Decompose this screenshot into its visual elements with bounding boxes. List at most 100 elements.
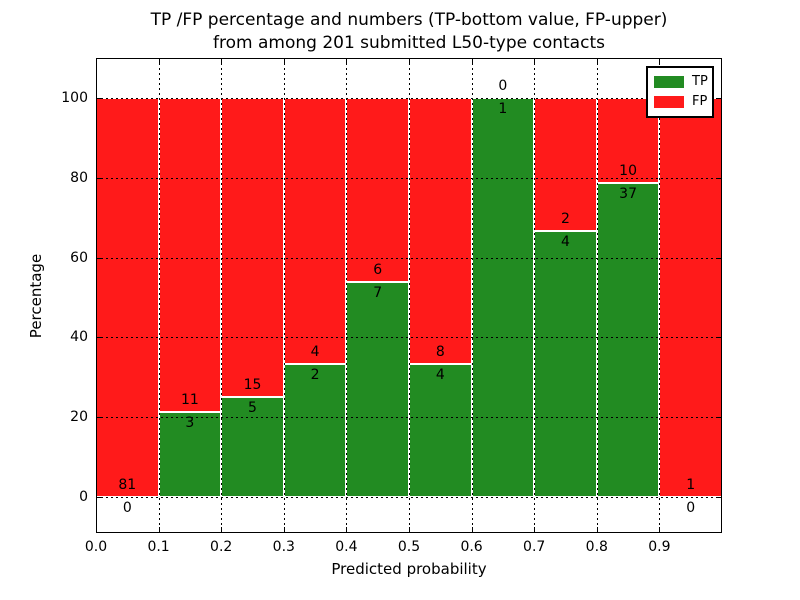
- x-gridline: [409, 58, 410, 533]
- x-tick-mark: [283, 527, 285, 533]
- legend-label-tp: TP: [692, 74, 708, 89]
- fp-count-label: 11: [180, 391, 199, 408]
- chart-title-line1: TP /FP percentage and numbers (TP-bottom…: [150, 10, 668, 30]
- tp-bar-segment: [346, 282, 409, 498]
- fp-count-label: 81: [118, 477, 137, 494]
- legend-entry-fp: FP: [654, 92, 708, 112]
- tp-count-label: 37: [619, 185, 637, 202]
- x-axis-label: Predicted probability: [331, 560, 487, 578]
- x-tick-mark: [158, 527, 160, 533]
- fp-count-label: 1: [686, 477, 696, 494]
- tp-bar-segment: [409, 364, 472, 498]
- x-tick-mark: [596, 527, 598, 533]
- y-tick-label: 100: [61, 89, 88, 106]
- tp-count-label: 4: [435, 367, 445, 384]
- fp-bar-segment: [346, 97, 409, 283]
- fp-bar-segment: [659, 97, 722, 498]
- fp-count-label: 15: [243, 377, 262, 394]
- y-tick-mark: [716, 177, 722, 179]
- x-tick-mark: [96, 527, 97, 533]
- y-tick-label: 40: [70, 329, 88, 346]
- x-tick-label: 0.4: [335, 539, 358, 555]
- y-tick-mark: [96, 337, 102, 339]
- x-tick-mark: [471, 527, 473, 533]
- fp-bar-segment: [221, 97, 284, 398]
- fp-count-label: 8: [435, 344, 445, 361]
- fp-bar-segment: [283, 97, 347, 364]
- fp-count-label: 10: [619, 162, 637, 179]
- legend-swatch-tp: [654, 76, 684, 88]
- tp-count-label: 0: [686, 500, 696, 517]
- x-tick-mark: [221, 527, 223, 533]
- tp-bar-segment: [283, 364, 347, 498]
- tp-count-label: 7: [373, 285, 383, 302]
- fp-count-label: 4: [310, 344, 320, 361]
- chart-title-line2: from among 201 submitted L50-type contac…: [213, 33, 605, 53]
- tp-count-label: 5: [248, 400, 257, 417]
- x-tick-mark: [96, 58, 97, 64]
- tp-count-label: 0: [122, 500, 132, 517]
- legend: TP FP: [646, 66, 714, 118]
- y-tick-mark: [96, 97, 102, 99]
- x-tick-label: 0.8: [585, 539, 608, 555]
- y-tick-mark: [96, 417, 102, 419]
- x-gridline: [221, 58, 223, 533]
- fp-count-label: 6: [373, 262, 383, 279]
- y-tick-label: 0: [79, 489, 88, 506]
- fp-bar-segment: [409, 97, 472, 364]
- y-tick-mark: [96, 257, 102, 259]
- x-tick-mark: [409, 527, 410, 533]
- y-tick-mark: [716, 417, 722, 419]
- x-tick-mark: [534, 58, 536, 64]
- x-tick-mark: [346, 58, 348, 64]
- x-tick-mark: [596, 58, 598, 64]
- tp-bar-segment: [534, 230, 597, 498]
- fp-count-label: 2: [561, 210, 570, 227]
- legend-label-fp: FP: [692, 94, 708, 109]
- x-tick-mark: [409, 58, 410, 64]
- y-tick-mark: [716, 97, 722, 99]
- y-tick-label: 20: [70, 409, 88, 426]
- x-tick-label: 0.1: [147, 539, 170, 555]
- x-tick-label: 0.6: [460, 539, 483, 555]
- x-tick-mark: [534, 527, 536, 533]
- plot-area: TP FP 81 0 11 3 15 5 4 2 6 7 8 4 0 1 2 4 10 37 1 0: [96, 58, 722, 533]
- x-gridline: [346, 58, 348, 533]
- x-tick-label: 0.9: [648, 539, 671, 555]
- x-gridline: [471, 58, 473, 533]
- y-tick-label: 60: [70, 249, 88, 266]
- x-tick-label: 0.3: [272, 539, 295, 555]
- x-tick-mark: [158, 58, 160, 64]
- y-tick-mark: [716, 337, 722, 339]
- x-tick-mark: [659, 58, 661, 64]
- y-tick-mark: [716, 257, 722, 259]
- tp-bar-segment: [471, 97, 535, 498]
- tp-bar-segment: [596, 182, 660, 498]
- tp-count-label: 2: [310, 367, 320, 384]
- fp-count-label: 0: [498, 77, 508, 94]
- legend-entry-tp: TP: [654, 72, 708, 92]
- x-gridline: [659, 58, 661, 533]
- y-tick-mark: [96, 177, 102, 179]
- x-tick-mark: [659, 527, 661, 533]
- x-gridline: [534, 58, 536, 533]
- y-tick-mark: [96, 497, 102, 499]
- fp-bar-segment: [158, 97, 222, 412]
- x-gridline: [283, 58, 285, 533]
- x-gridline: [596, 58, 598, 533]
- x-tick-mark: [283, 58, 285, 64]
- tp-count-label: 1: [498, 100, 508, 117]
- x-tick-mark: [221, 58, 223, 64]
- x-tick-mark: [721, 527, 722, 533]
- x-tick-label: 0.5: [397, 539, 421, 555]
- x-tick-label: 0.2: [210, 539, 233, 555]
- legend-swatch-fp: [654, 96, 684, 108]
- x-tick-mark: [346, 527, 348, 533]
- x-tick-label: 0.7: [523, 539, 546, 555]
- fp-bar-segment: [96, 97, 159, 498]
- x-tick-label: 0.0: [84, 539, 108, 555]
- tp-count-label: 4: [561, 233, 570, 250]
- x-gridline: [158, 58, 160, 533]
- x-tick-mark: [721, 58, 722, 64]
